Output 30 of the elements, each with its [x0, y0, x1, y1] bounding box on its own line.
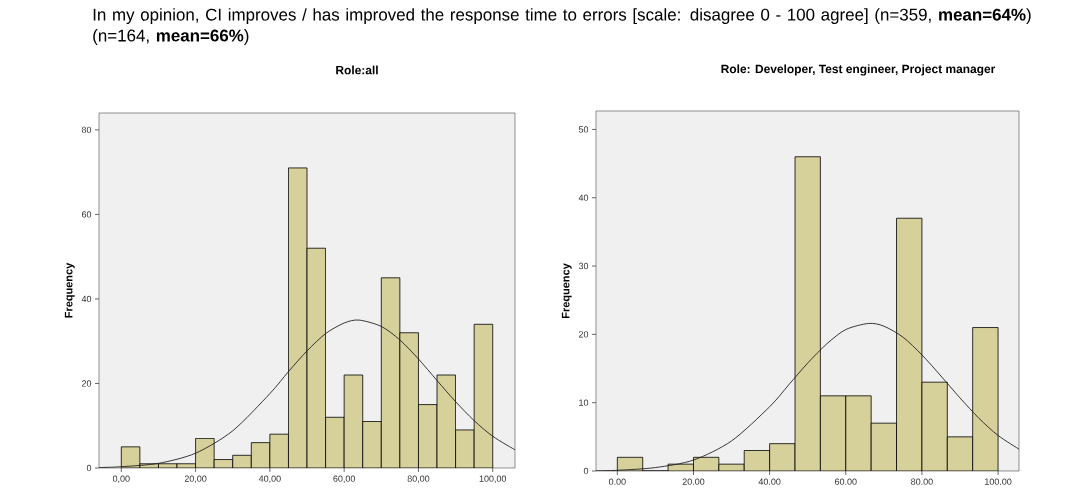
- y-tick-label: 0: [86, 464, 92, 472]
- chart-title: Role:all: [336, 65, 378, 75]
- x-tick-label: 0.00: [608, 478, 626, 485]
- y-tick-label: 20: [81, 380, 92, 387]
- x-tick-label: 60.00: [835, 478, 857, 485]
- y-axis-title: Frequency: [64, 262, 75, 318]
- y-tick-label: 20: [578, 331, 589, 338]
- chart-title: Role: Developer, Test engineer, Project manager: [721, 64, 996, 76]
- x-tick-label: 100.00: [985, 478, 1012, 485]
- line-series: [596, 322, 1020, 471]
- y-tick-label: 80: [81, 126, 92, 134]
- x-tick-label: 0,00: [112, 475, 130, 483]
- x-tick-label: 60,00: [333, 475, 356, 483]
- y-tick-label: 40: [81, 295, 92, 303]
- line-series: [99, 319, 516, 468]
- y-axis-title: Frequency: [561, 263, 572, 318]
- x-tick-label: 100,00: [479, 475, 507, 483]
- y-tick-label: 30: [578, 262, 589, 270]
- x-tick-label: 40,00: [258, 475, 281, 483]
- y-tick-label: 60: [81, 211, 92, 218]
- x-tick-label: 80.00: [911, 478, 933, 485]
- y-tick-label: 10: [579, 399, 589, 406]
- y-tick-label: 40: [578, 194, 589, 201]
- x-tick-label: 20.00: [682, 478, 705, 485]
- x-tick-label: 40.00: [758, 478, 781, 485]
- text: In my opinion, CI improves / has improved the response time to errors [scale: disagree 0 - 100 agree] (n=359, mean=64%) (n=164, mean=66%): [93, 8, 1031, 45]
- x-tick-label: 20,00: [184, 475, 207, 483]
- y-tick-label: 0: [583, 467, 589, 475]
- y-tick-label: 50: [578, 126, 589, 133]
- x-tick-label: 80,00: [407, 475, 430, 483]
